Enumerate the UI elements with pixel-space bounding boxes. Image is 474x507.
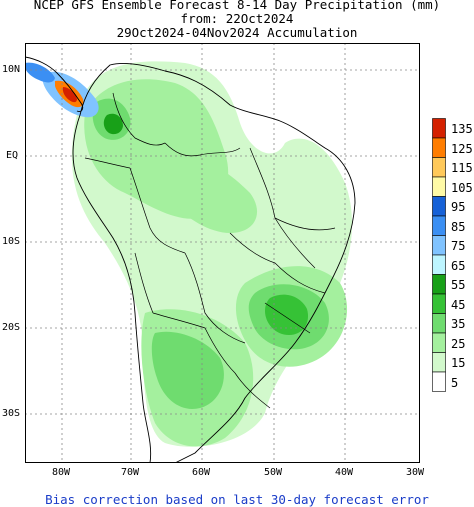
legend-label-135: 135 [451,122,473,136]
precip-85mm-caribbean [25,62,55,83]
south-america-coastline [72,62,356,463]
legend-label-125: 125 [451,141,473,156]
legend-label-45: 45 [451,297,466,312]
legend-swatch-65 [432,254,446,275]
precipitation-shading [25,61,353,447]
lat-label-10n: 10N [2,64,21,75]
border-brazil-states-2 [274,217,336,231]
lat-label-20s: 20S [2,322,21,333]
lon-label-50w: 50W [264,467,283,478]
precip-25mm-amazon [167,159,258,233]
legend-label-115: 115 [451,161,473,175]
lat-label-10s: 10S [2,236,21,247]
legend-swatch-55 [432,274,446,295]
legend-swatch-25 [432,332,446,353]
title-line-1: NCEP GFS Ensemble Forecast 8-14 Day Prec… [33,0,441,12]
legend-swatch-5 [432,371,446,392]
border-uruguay [234,372,271,409]
title-line-2: from: 22Oct2024 [180,11,294,26]
border-ecuador-peru [84,157,131,169]
legend-swatch-115 [432,157,446,178]
legend-swatch-15 [432,352,446,373]
border-colombia-venezuela [112,92,166,146]
legend-label-35: 35 [451,317,466,331]
lat-label-eq: EQ [6,150,19,161]
country-borders [84,92,336,409]
border-bolivia-argentina [152,312,206,329]
legend-colorbar [432,118,446,392]
central-america-coastline [25,56,84,112]
legend-label-25: 25 [451,336,466,351]
lon-label-60w: 60W [192,467,211,478]
border-peru-brazil [129,167,186,254]
legend-swatch-35 [432,313,446,334]
border-bolivia-brazil [184,252,246,344]
precipitation-map [25,43,420,463]
title-line-3: 29Oct2024-04Nov2024 Accumulation [116,25,358,40]
lon-label-80w: 80W [52,467,71,478]
precip-135mm-core [62,87,77,103]
lon-label-40w: 40W [335,467,354,478]
border-brazil-states-3 [229,232,326,294]
legend-swatch-75 [432,235,446,256]
legend-label-15: 15 [451,356,466,370]
legend-swatch-45 [432,293,446,314]
border-paraguay [204,327,236,374]
border-peru-bolivia [134,252,154,314]
map-frame [25,43,420,463]
legend-label-85: 85 [451,219,466,234]
legend-label-75: 75 [451,239,466,253]
legend-label-65: 65 [451,258,466,273]
legend-label-55: 55 [451,278,466,292]
precip-35mm-south [151,331,224,409]
precip-55mm-core [103,113,123,135]
legend-swatch-85 [432,215,446,236]
lon-label-70w: 70W [121,467,140,478]
border-brazil-north [164,142,241,157]
border-brazil-states-4 [264,302,311,334]
lon-label-30w: 30W [406,467,425,478]
bias-correction-note: Bias correction based on last 30-day for… [45,492,429,507]
legend-swatch-105 [432,176,446,197]
legend-label-95: 95 [451,200,466,214]
legend-label-105: 105 [451,180,473,195]
legend-swatch-125 [432,137,446,158]
legend-label-5: 5 [451,375,459,390]
lat-label-30s: 30S [2,408,21,419]
legend-swatch-95 [432,196,446,217]
legend-swatch-135 [432,118,446,139]
graticule [25,43,420,463]
